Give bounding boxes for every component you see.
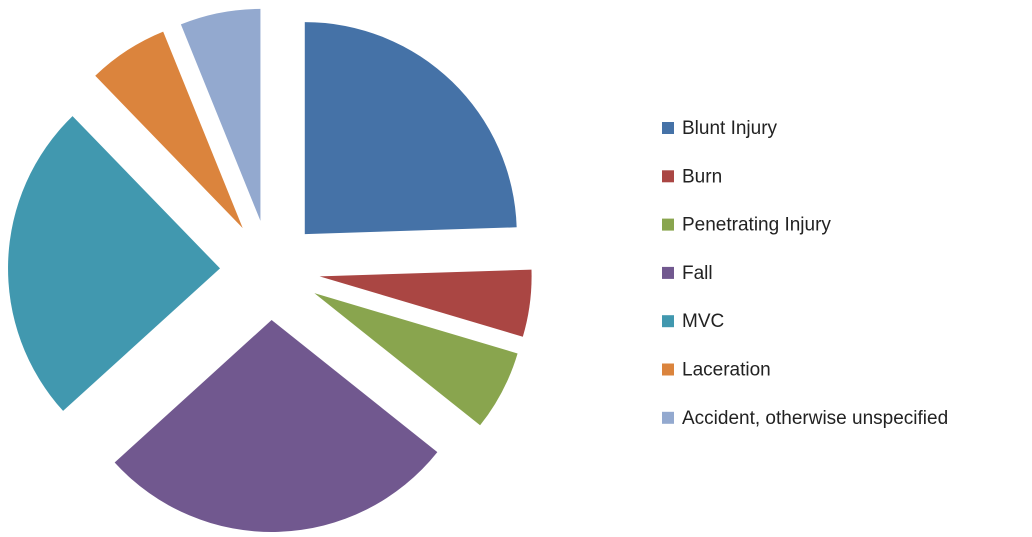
legend-label: MVC xyxy=(682,311,724,332)
legend-swatch xyxy=(662,122,674,134)
pie-slice xyxy=(114,319,438,532)
legend-label: Burn xyxy=(682,166,722,187)
legend-swatch xyxy=(662,266,674,279)
pie-slice xyxy=(304,22,517,235)
legend-swatch xyxy=(662,170,674,183)
pie-slice xyxy=(180,8,261,221)
pie-slice xyxy=(314,293,518,426)
legend-label: Accident, otherwise unspecified xyxy=(682,408,948,429)
legend-label: Fall xyxy=(682,263,713,284)
legend-swatch xyxy=(662,411,674,424)
legend-swatch xyxy=(662,363,674,376)
legend-swatch xyxy=(662,315,674,328)
legend-label: Penetrating Injury xyxy=(682,215,831,236)
pie-slice xyxy=(319,269,532,337)
legend-swatch xyxy=(662,218,674,231)
pie-slice xyxy=(8,116,221,411)
legend-label: Laceration xyxy=(682,360,771,381)
pie-slice xyxy=(95,31,243,229)
legend-label: Blunt Injury xyxy=(682,118,778,139)
